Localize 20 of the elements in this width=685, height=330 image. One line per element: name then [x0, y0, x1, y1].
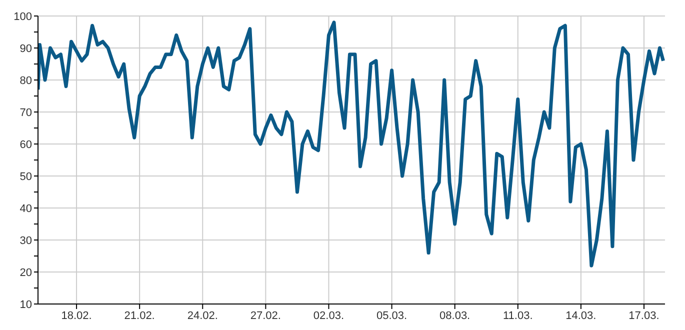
y-tick-label: 30 [20, 234, 32, 247]
x-tick-label: 21.02. [124, 310, 155, 322]
x-tick-label: 05.03. [376, 310, 408, 322]
x-tick-label: 14.03. [566, 310, 596, 322]
x-tick-label: 17.03. [628, 310, 660, 322]
y-tick-label: 100 [14, 10, 32, 23]
y-tick-label: 70 [20, 106, 32, 119]
x-tick-label: 27.02. [250, 310, 281, 322]
y-tick-label: 10 [20, 298, 32, 311]
y-tick-label: 50 [20, 170, 32, 183]
y-tick-label: 40 [20, 202, 32, 215]
y-tick-label: 90 [20, 42, 32, 55]
y-tick-label: 80 [20, 74, 32, 87]
x-tick-label: 24.02. [187, 310, 218, 322]
x-tick-label: 08.03. [440, 310, 470, 322]
x-tick-label: 02.03. [313, 310, 344, 322]
y-tick-label: 20 [20, 266, 32, 279]
y-tick-label: 60 [20, 138, 32, 151]
x-tick-label: 11.03. [502, 310, 533, 322]
x-tick-label: 18.02. [61, 310, 92, 322]
